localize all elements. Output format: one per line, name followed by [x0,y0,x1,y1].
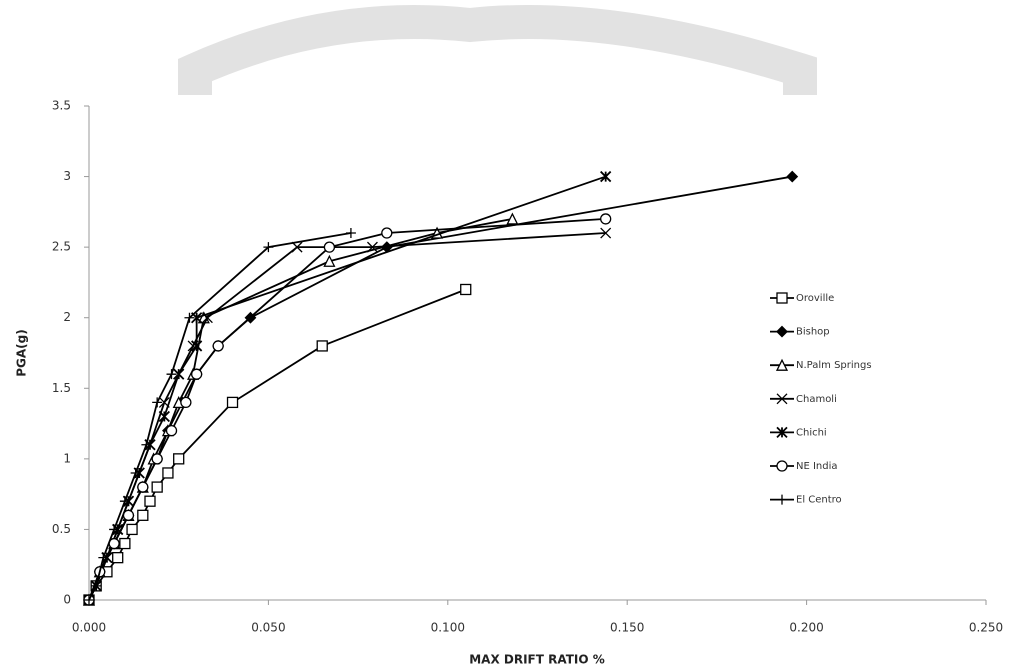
y-tick-label: 3.5 [52,99,71,113]
data-point [162,467,174,479]
legend-label: El Centro [796,495,842,506]
legend-label: NE India [796,461,838,472]
data-point [316,340,328,352]
y-tick-label: 1 [63,451,71,465]
legend-marker [777,494,787,505]
data-point [144,495,156,507]
data-point [119,496,130,507]
data-point [152,397,163,408]
data-point [184,312,195,323]
x-tick-label: 0.100 [431,621,465,635]
x-tick-label: 0.050 [251,621,285,635]
legend-marker [775,358,789,371]
y-tick-label: 2 [63,310,71,324]
y-tick-label: 0 [63,593,71,607]
legend-marker [776,292,788,304]
legend-marker [776,460,788,472]
data-point [600,227,612,239]
y-axis-title: PGA(g) [15,329,29,377]
data-point [165,424,178,437]
legend-label: Chamoli [796,394,837,405]
data-point [98,552,109,563]
y-tick-label: 1.5 [52,381,71,395]
data-point [166,369,177,380]
data-point [173,368,185,380]
data-point [180,396,192,409]
data-point [506,212,519,225]
x-tick-label: 0.000 [72,621,106,635]
data-point [151,453,163,465]
x-tick-label: 0.200 [789,621,823,635]
data-point [84,595,94,605]
y-tick-label: 2.5 [52,240,71,254]
plot-background [0,95,1009,670]
data-point [460,283,472,296]
legend-label: Oroville [796,293,834,304]
watermark [178,5,817,110]
data-point [212,340,224,352]
data-point [786,170,799,183]
series-line [88,232,352,601]
data-point [263,242,274,253]
legend-marker [776,325,788,338]
data-point [137,481,149,493]
legend-marker [776,426,788,439]
data-point [112,552,124,564]
data-point [600,213,612,225]
data-point [291,241,303,253]
legend-marker [776,393,788,405]
data-point [191,340,203,352]
legend-label: Chichi [796,427,827,438]
x-axis-title: MAX DRIFT RATIO % [469,653,605,667]
data-point [323,241,336,253]
y-tick-label: 0.5 [52,522,71,536]
data-point [141,439,152,450]
data-point [190,368,203,380]
legend-label: Bishop [796,327,830,338]
data-point [381,227,393,239]
data-point [137,509,149,521]
data-point [130,467,141,478]
y-tick-label: 3 [63,169,71,183]
data-point [109,524,120,535]
data-point [600,170,612,183]
data-point [119,537,131,550]
data-point [158,410,170,423]
data-point [323,254,336,267]
data-point [126,523,138,536]
data-point [226,396,239,409]
data-point [366,241,378,253]
data-point [151,481,163,493]
data-point [122,509,135,521]
data-point [173,453,185,465]
data-point [91,580,102,591]
x-tick-label: 0.250 [969,621,1003,635]
x-tick-label: 0.150 [610,621,644,635]
data-point [345,228,356,239]
legend-label: N.Palm Springs [796,360,872,371]
